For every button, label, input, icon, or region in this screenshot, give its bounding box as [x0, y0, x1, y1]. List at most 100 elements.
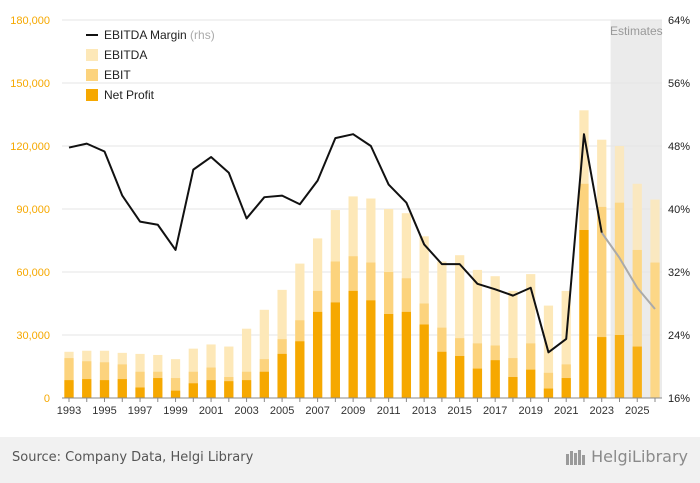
x-tick-label: 2025 [625, 405, 649, 417]
bar-net-profit [153, 378, 163, 398]
y2-tick-label: 64% [668, 15, 690, 27]
bar-net-profit [561, 378, 571, 398]
x-tick-label: 1995 [92, 405, 116, 417]
bar-net-profit [366, 300, 376, 398]
legend-label: Net Profit [104, 88, 155, 102]
legend-swatch [86, 89, 98, 101]
margin-line-actual [68, 133, 603, 354]
y2-tick-label: 56% [668, 78, 690, 90]
bar-net-profit [241, 380, 252, 398]
x-tick-label: 2001 [199, 405, 223, 417]
y-tick-label: 30,000 [16, 330, 50, 342]
legend-label: EBIT [104, 68, 131, 82]
bar-net-profit [401, 311, 412, 398]
y2-tick-label: 16% [668, 393, 690, 405]
bar-net-profit [614, 335, 625, 398]
legend-rhs-note: (rhs) [190, 28, 215, 42]
bar-ebit [650, 262, 660, 398]
bar-net-profit [508, 377, 518, 398]
bar-net-profit [526, 369, 536, 398]
bar-net-profit [597, 337, 607, 398]
legend: EBITDA Margin (rhs) EBITDA EBIT Net Profit [86, 28, 215, 102]
x-tick-label: 2023 [589, 405, 613, 417]
y-tick-label: 0 [44, 393, 50, 405]
bar-net-profit [348, 290, 358, 398]
bar-ebit [543, 372, 554, 398]
bar-net-profit [117, 379, 127, 398]
bar-net-profit [224, 381, 234, 398]
bar-ebitda [224, 346, 234, 398]
bar-ebitda [241, 328, 252, 398]
source-note: Source: Company Data, Helgi Library [12, 450, 254, 465]
bar-ebit [632, 249, 642, 398]
gridlines [62, 19, 662, 399]
helgi-library-logo: HelgiLibrary [565, 447, 688, 466]
y-tick-label: 150,000 [10, 78, 50, 90]
x-tick-label: 2017 [483, 405, 507, 417]
bar-net-profit [170, 390, 181, 398]
legend-swatch [86, 69, 98, 81]
x-tick-label: 2007 [305, 405, 329, 417]
y-tick-label: 90,000 [16, 204, 50, 216]
x-tick-label: 2009 [341, 405, 365, 417]
bar-net-profit [259, 371, 269, 398]
bar-net-profit [99, 380, 110, 398]
bar-net-profit [64, 380, 74, 398]
x-tick-label: 2019 [518, 405, 542, 417]
x-tick-label: 2005 [270, 405, 294, 417]
y2-tick-label: 24% [668, 330, 690, 342]
y-tick-label: 60,000 [16, 267, 50, 279]
bar-net-profit [543, 388, 554, 398]
x-tick-label: 2011 [377, 405, 401, 417]
legend-label-ebitda-margin: EBITDA Margin (rhs) [104, 28, 215, 42]
bar-net-profit [472, 368, 483, 398]
y-tick-label: 180,000 [10, 15, 50, 27]
bar-net-profit [330, 302, 340, 398]
bars [64, 110, 660, 399]
books-icon [566, 449, 586, 465]
bar-net-profit [490, 360, 500, 398]
y2-tick-label: 40% [668, 204, 690, 216]
x-tick-label: 1997 [128, 405, 152, 417]
y2-tick-label: 32% [668, 267, 690, 279]
bar-net-profit [632, 346, 642, 398]
margin-line [68, 133, 656, 354]
bar-ebit [170, 378, 181, 398]
bar-ebitda [508, 290, 518, 398]
bar-net-profit [437, 351, 447, 398]
bar-net-profit [295, 341, 305, 398]
y2-tick-label: 48% [668, 141, 690, 153]
chart: Estimates 0 30,000 60,000 90,000 120,000 150,… [10, 15, 690, 417]
bar-ebitda [526, 274, 536, 398]
x-tick-label: 2021 [554, 405, 578, 417]
bar-ebitda [490, 276, 500, 398]
bar-net-profit [188, 383, 198, 398]
bar-ebitda [455, 255, 465, 398]
logo-text: HelgiLibrary [591, 447, 688, 466]
estimates-label: Estimates [610, 24, 663, 38]
bar-net-profit [312, 311, 323, 398]
bar-net-profit [206, 380, 216, 398]
legend-swatch [86, 49, 98, 61]
bar-ebit [64, 358, 74, 398]
x-tick-label: 2003 [234, 405, 258, 417]
axes: 0 30,000 60,000 90,000 120,000 150,000 180,000… [10, 15, 690, 417]
y-tick-label: 120,000 [10, 141, 50, 153]
bar-net-profit [579, 230, 589, 398]
bar-net-profit [455, 356, 465, 398]
x-tick-label: 1993 [57, 405, 81, 417]
x-tick-label: 2013 [412, 405, 436, 417]
bar-ebit [614, 202, 625, 398]
bar-ebitda [259, 309, 269, 398]
bar-net-profit [82, 379, 92, 398]
bar-net-profit [384, 314, 394, 398]
x-tick-label: 2015 [447, 405, 471, 417]
bar-ebitda [472, 269, 483, 398]
bar-net-profit [277, 353, 287, 398]
bar-ebitda [561, 290, 571, 398]
bar-ebit [135, 371, 145, 398]
margin-line-estimate [600, 232, 656, 310]
x-tick-label: 1999 [163, 405, 187, 417]
bar-net-profit [135, 387, 145, 398]
